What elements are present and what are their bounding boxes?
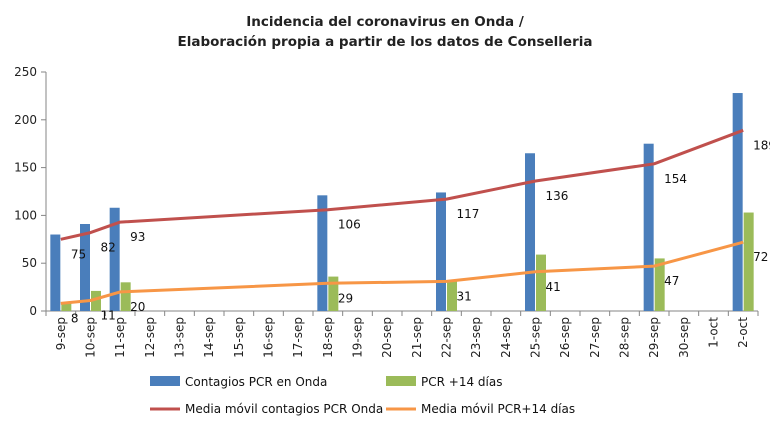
data-label-media-movil-contagios-pcr-onda: 75 [71, 247, 86, 261]
x-tick-label: 13-sep [173, 317, 187, 358]
x-tick-label: 17-sep [291, 317, 305, 358]
data-label-media-movil-pcr-14-dias: 31 [457, 289, 472, 303]
lines [60, 128, 744, 305]
x-tick-label: 21-sep [410, 317, 424, 358]
data-label-media-movil-contagios-pcr-onda: 154 [664, 172, 687, 186]
y-tick-label: 100 [14, 208, 37, 222]
x-tick-label: 1-oct [707, 317, 721, 348]
x-tick-label: 2-oct [736, 317, 750, 348]
line-media-movil-contagios-pcr-onda [60, 128, 744, 241]
legend-item-pcr-14-dias: PCR +14 días [386, 375, 502, 389]
legend-label: Media móvil PCR+14 días [421, 402, 575, 416]
data-label-media-movil-contagios-pcr-onda: 106 [338, 218, 361, 232]
legend-item-contagios-pcr-en-onda: Contagios PCR en Onda [150, 375, 327, 389]
x-tick-label: 28-sep [618, 317, 632, 358]
y-tick-labels: 0 50 100 150 200 250 [14, 65, 37, 318]
bar-contagios-pcr-en-onda [525, 153, 535, 311]
data-label-media-movil-contagios-pcr-onda: 189 [753, 138, 770, 152]
x-tick-labels: 9-sep 10-sep 11-sep 12-sep 13-sep 14-sep 15-se… [54, 317, 750, 358]
data-labels: 75 82 93 106 117 136 154 189 8 11 20 29 31 41 47 72 [71, 138, 770, 325]
bar-contagios-pcr-en-onda [732, 93, 743, 311]
bar-contagios-pcr-en-onda [80, 224, 90, 311]
legend-label: Contagios PCR en Onda [185, 375, 327, 389]
legend: Contagios PCR en Onda PCR +14 días Media m… [150, 375, 575, 416]
y-tick-label: 200 [14, 113, 37, 127]
x-tick-label: 27-sep [588, 317, 602, 358]
data-label-media-movil-contagios-pcr-onda: 93 [130, 230, 145, 244]
legend-item-media-movil-contagios-pcr-onda: Media móvil contagios PCR Onda [150, 402, 383, 416]
data-label-media-movil-contagios-pcr-onda: 117 [457, 207, 480, 221]
bar-contagios-pcr-en-onda [436, 192, 446, 311]
x-tick-label: 11-sep [113, 317, 127, 358]
bar-pcr-14-dias [120, 282, 131, 311]
title-line: Incidencia del coronavirus en Onda / [246, 14, 524, 30]
bar-contagios-pcr-en-onda [109, 207, 120, 311]
bar-pcr-14-dias [743, 212, 754, 311]
x-tick-label: 12-sep [143, 317, 157, 358]
title-line: Elaboración propia a partir de los datos… [178, 34, 593, 50]
bar-pcr-14-dias [61, 303, 72, 311]
x-tick-label: 29-sep [647, 317, 661, 358]
legend-swatch [150, 376, 180, 386]
x-tick-label: 25-sep [529, 317, 543, 358]
data-label-media-movil-contagios-pcr-onda: 82 [101, 241, 116, 255]
y-tick-label: 250 [14, 65, 37, 79]
x-tick-label: 15-sep [232, 317, 246, 358]
data-label-media-movil-contagios-pcr-onda: 136 [546, 189, 569, 203]
data-label-media-movil-pcr-14-dias: 41 [546, 280, 561, 294]
data-label-media-movil-pcr-14-dias: 20 [130, 300, 145, 314]
y-tick-label: 50 [22, 256, 37, 270]
legend-label: Media móvil contagios PCR Onda [185, 402, 383, 416]
x-tick-label: 26-sep [558, 317, 572, 358]
line-media-movil-pcr-14-dias [60, 240, 744, 305]
y-tick-label: 150 [14, 161, 37, 175]
x-tick-label: 22-sep [440, 317, 454, 358]
x-tick-label: 19-sep [351, 317, 365, 358]
legend-item-media-movil-pcr-14-dias: Media móvil PCR+14 días [386, 402, 575, 416]
legend-label: PCR +14 días [421, 375, 502, 389]
legend-swatch [386, 376, 416, 386]
bar-contagios-pcr-en-onda [50, 234, 61, 311]
x-tick-label: 18-sep [321, 317, 335, 358]
bar-pcr-14-dias [536, 254, 546, 311]
data-label-media-movil-pcr-14-dias: 8 [71, 311, 79, 325]
bar-pcr-14-dias [91, 290, 101, 311]
bar-pcr-14-dias [328, 276, 339, 311]
axes [41, 71, 759, 316]
x-tick-label: 10-sep [84, 317, 98, 358]
x-tick-label: 9-sep [54, 317, 68, 350]
data-label-media-movil-pcr-14-dias: 72 [753, 250, 768, 264]
x-tick-label: 16-sep [262, 317, 276, 358]
x-tick-label: 14-sep [202, 317, 216, 358]
chart-title: Incidencia del coronavirus en Onda / Elab… [178, 14, 593, 50]
data-label-media-movil-pcr-14-dias: 47 [664, 274, 679, 288]
x-tick-label: 23-sep [469, 317, 483, 358]
bar-pcr-14-dias [447, 281, 457, 311]
y-tick-label: 0 [29, 304, 37, 318]
bar-contagios-pcr-en-onda [317, 195, 328, 311]
bar-pcr-14-dias [654, 258, 665, 311]
data-label-media-movil-pcr-14-dias: 11 [101, 308, 116, 322]
x-tick-label: 24-sep [499, 317, 513, 358]
bar-contagios-pcr-en-onda [643, 143, 654, 311]
data-label-media-movil-pcr-14-dias: 29 [338, 291, 353, 305]
x-tick-label: 20-sep [380, 317, 394, 358]
x-tick-label: 30-sep [677, 317, 691, 358]
bars [50, 93, 754, 311]
